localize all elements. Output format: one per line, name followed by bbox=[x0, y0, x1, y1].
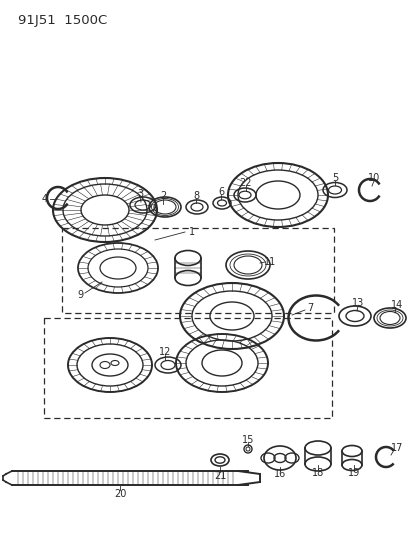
Text: 17: 17 bbox=[390, 443, 402, 453]
Text: 8: 8 bbox=[192, 191, 199, 201]
Text: 2: 2 bbox=[159, 191, 166, 201]
Text: 3: 3 bbox=[137, 189, 143, 199]
Text: 20: 20 bbox=[114, 489, 126, 499]
Text: 91J51  1500C: 91J51 1500C bbox=[18, 13, 107, 27]
Text: 14: 14 bbox=[390, 300, 402, 310]
Text: 4: 4 bbox=[42, 194, 48, 204]
Text: 16: 16 bbox=[273, 469, 285, 479]
Text: 12: 12 bbox=[159, 347, 171, 357]
Text: 7: 7 bbox=[306, 303, 312, 313]
Text: 22: 22 bbox=[239, 178, 252, 188]
Text: 15: 15 bbox=[241, 435, 254, 445]
Text: 10: 10 bbox=[367, 173, 379, 183]
Text: 13: 13 bbox=[351, 298, 363, 308]
Bar bbox=[62, 228, 333, 313]
Text: 18: 18 bbox=[311, 468, 323, 478]
Text: 1: 1 bbox=[188, 227, 195, 237]
Text: 19: 19 bbox=[347, 468, 359, 478]
Text: 21: 21 bbox=[213, 471, 225, 481]
Text: 11: 11 bbox=[263, 257, 275, 267]
Text: 5: 5 bbox=[331, 173, 337, 183]
Text: 6: 6 bbox=[217, 187, 223, 197]
Bar bbox=[44, 318, 331, 418]
Text: 9: 9 bbox=[77, 290, 83, 300]
